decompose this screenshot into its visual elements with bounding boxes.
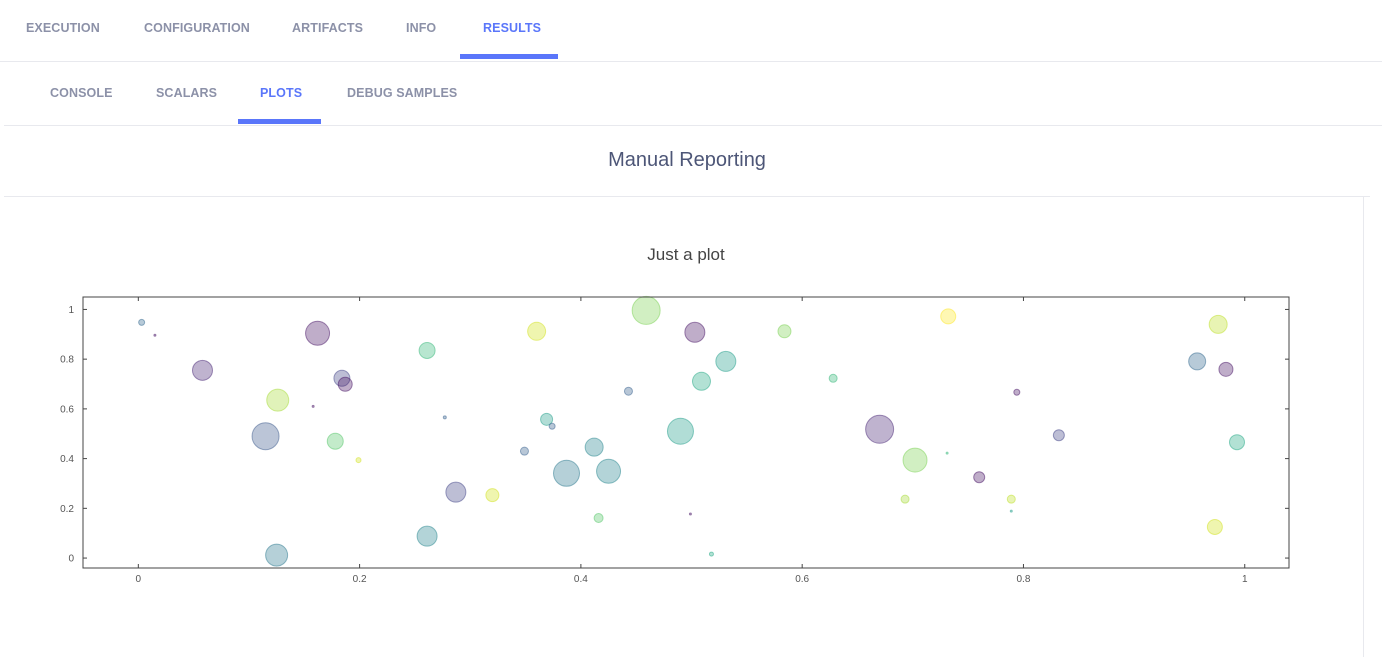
data-point[interactable] xyxy=(337,376,353,392)
data-point[interactable] xyxy=(708,551,714,557)
data-point[interactable] xyxy=(1006,494,1016,504)
data-point[interactable] xyxy=(715,350,737,372)
data-point[interactable] xyxy=(519,446,529,456)
data-point[interactable] xyxy=(1228,434,1245,451)
tab-configuration[interactable]: CONFIGURATION xyxy=(144,21,250,35)
x-tick-label: 0 xyxy=(136,574,142,585)
plot-panel xyxy=(4,197,1364,657)
data-point[interactable] xyxy=(1218,361,1234,377)
data-point[interactable] xyxy=(1208,314,1228,334)
data-point[interactable] xyxy=(691,371,711,391)
top-tab-bar: EXECUTION CONFIGURATION ARTIFACTS INFO R… xyxy=(0,0,1382,62)
data-point[interactable] xyxy=(265,543,289,567)
x-tick-label: 0.8 xyxy=(1017,574,1031,585)
data-point[interactable] xyxy=(1052,429,1065,442)
sub-tab-bar: CONSOLE SCALARS PLOTS DEBUG SAMPLES xyxy=(4,62,1382,126)
x-tick-label: 0.4 xyxy=(574,574,588,585)
data-point[interactable] xyxy=(553,459,581,487)
data-point[interactable] xyxy=(1188,352,1207,371)
data-point[interactable] xyxy=(138,318,146,326)
tab-artifacts[interactable]: ARTIFACTS xyxy=(292,21,364,35)
data-point[interactable] xyxy=(973,471,986,484)
data-point[interactable] xyxy=(584,437,604,457)
data-point[interactable] xyxy=(940,308,957,325)
data-point[interactable] xyxy=(311,404,315,408)
tab-console[interactable]: CONSOLE xyxy=(50,86,113,100)
data-point[interactable] xyxy=(442,415,447,420)
data-point[interactable] xyxy=(418,341,436,359)
data-point[interactable] xyxy=(540,412,554,426)
data-point[interactable] xyxy=(251,422,280,451)
data-point[interactable] xyxy=(1009,509,1013,513)
tab-debug-samples[interactable]: DEBUG SAMPLES xyxy=(347,86,458,100)
x-tick-label: 1 xyxy=(1242,574,1248,585)
data-point[interactable] xyxy=(688,512,692,516)
data-point[interactable] xyxy=(902,447,928,473)
section-title: Manual Reporting xyxy=(608,149,766,171)
y-tick-label: 0.4 xyxy=(60,454,74,465)
data-point[interactable] xyxy=(945,451,949,455)
data-point[interactable] xyxy=(305,320,331,346)
data-point[interactable] xyxy=(355,457,362,464)
data-point[interactable] xyxy=(900,494,910,504)
data-point[interactable] xyxy=(266,388,290,412)
tab-results[interactable]: RESULTS xyxy=(483,21,542,35)
x-tick-label: 0.6 xyxy=(795,574,809,585)
active-tab-indicator xyxy=(460,54,558,59)
y-tick-label: 1 xyxy=(68,305,74,316)
data-point[interactable] xyxy=(777,324,792,339)
tab-execution[interactable]: EXECUTION xyxy=(26,21,100,35)
data-point[interactable] xyxy=(684,321,706,343)
data-point[interactable] xyxy=(1013,388,1021,396)
tab-info[interactable]: INFO xyxy=(406,21,437,35)
y-tick-label: 0.6 xyxy=(60,404,74,415)
data-point[interactable] xyxy=(153,333,157,337)
tab-scalars[interactable]: SCALARS xyxy=(156,86,218,100)
y-tick-label: 0.8 xyxy=(60,355,74,366)
data-point[interactable] xyxy=(666,417,694,445)
data-point[interactable] xyxy=(828,373,838,383)
data-point[interactable] xyxy=(623,386,633,396)
active-subtab-indicator xyxy=(238,119,321,124)
data-point[interactable] xyxy=(445,481,467,503)
data-point[interactable] xyxy=(548,422,556,430)
data-point[interactable] xyxy=(1206,518,1223,535)
y-tick-label: 0.2 xyxy=(60,504,74,515)
chart-title: Just a plot xyxy=(647,245,725,264)
data-point[interactable] xyxy=(865,414,895,444)
plot-frame xyxy=(82,296,1290,569)
data-point[interactable] xyxy=(527,321,547,341)
data-point[interactable] xyxy=(631,295,661,325)
section-header: Manual Reporting xyxy=(4,126,1370,197)
x-tick-label: 0.2 xyxy=(353,574,367,585)
data-point[interactable] xyxy=(326,432,344,450)
y-tick-label: 0 xyxy=(68,554,74,565)
data-point[interactable] xyxy=(485,488,500,503)
tab-plots[interactable]: PLOTS xyxy=(260,86,303,100)
data-point[interactable] xyxy=(416,525,438,547)
data-point[interactable] xyxy=(191,359,213,381)
data-point[interactable] xyxy=(593,513,604,524)
data-point[interactable] xyxy=(596,458,622,484)
